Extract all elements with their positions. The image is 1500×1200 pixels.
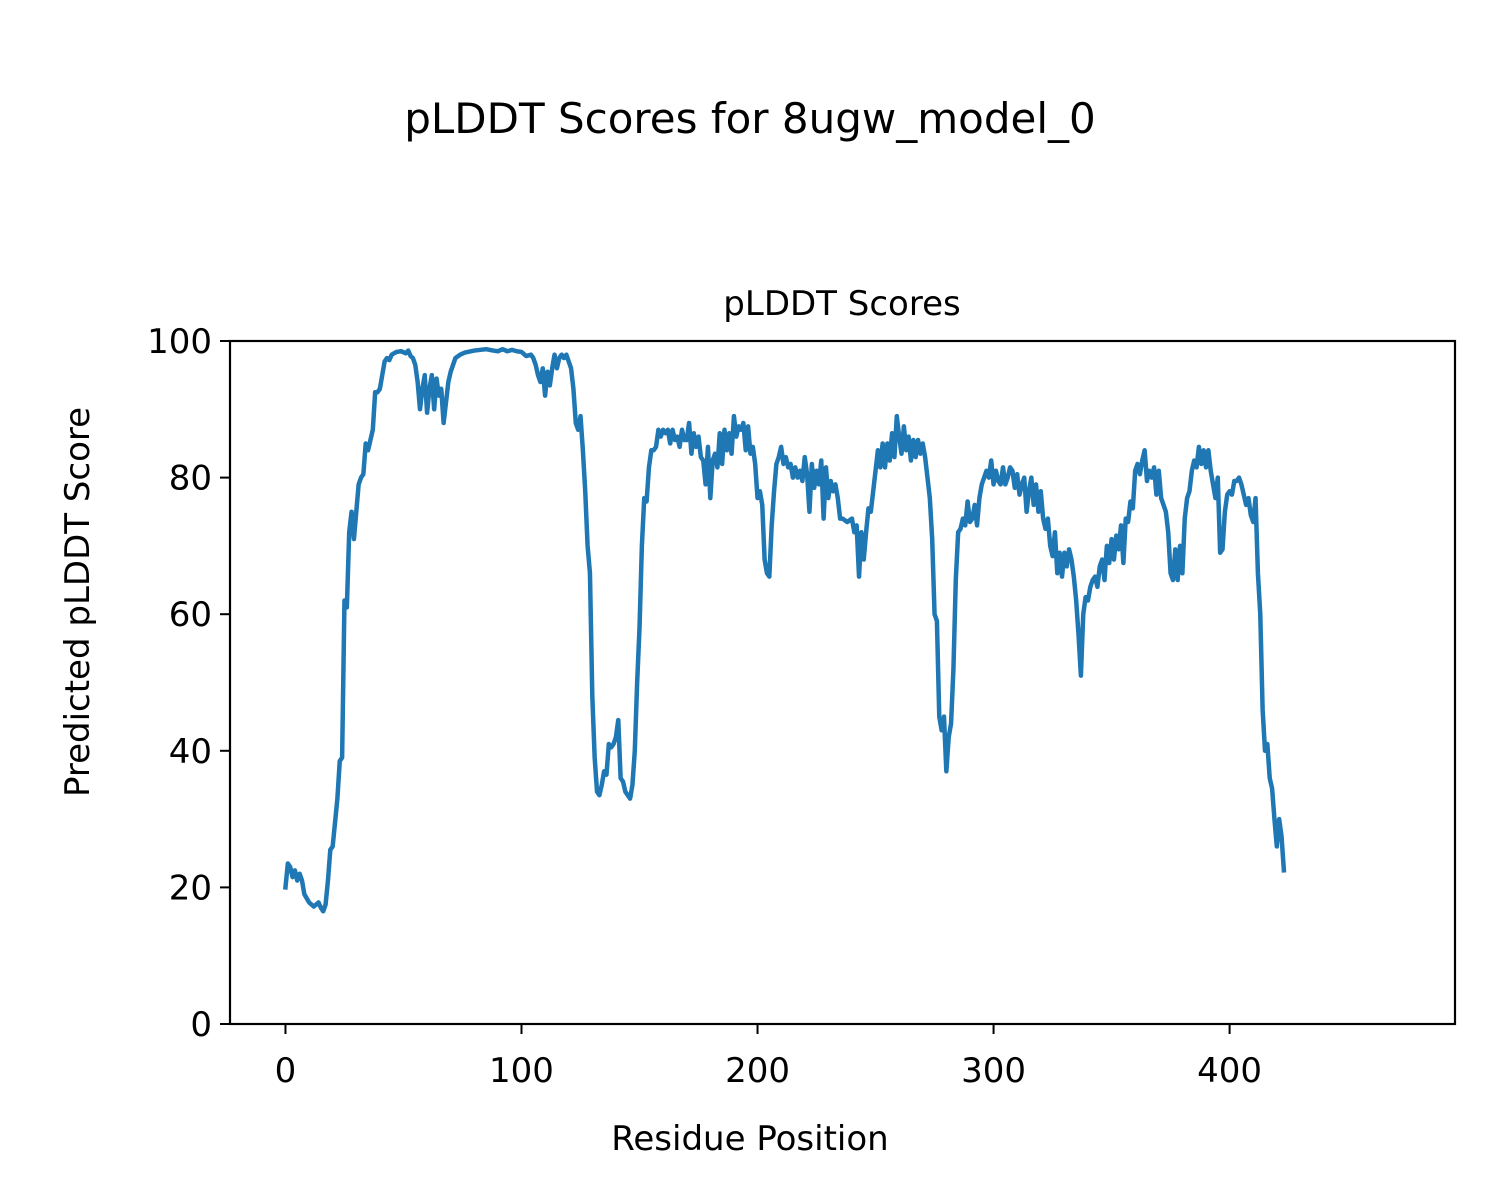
y-axis-label: Predicted pLDDT Score bbox=[58, 407, 98, 797]
y-tick-label: 20 bbox=[169, 868, 212, 908]
x-tick-label: 200 bbox=[725, 1051, 790, 1091]
x-tick-label: 400 bbox=[1197, 1051, 1262, 1091]
series-line-0 bbox=[283, 346, 1287, 914]
y-axis-ticks: 0 20 40 60 80 100 bbox=[147, 322, 230, 1045]
plot-area bbox=[228, 339, 1457, 1026]
y-tick-label: 60 bbox=[169, 595, 212, 635]
chart-title: pLDDT Scores bbox=[723, 284, 960, 324]
figure-title: pLDDT Scores for 8ugw_model_0 bbox=[404, 94, 1096, 143]
x-axis-ticks: 0 100 200 300 400 bbox=[275, 1024, 1262, 1091]
x-tick-label: 300 bbox=[961, 1051, 1026, 1091]
axes-frame bbox=[228, 339, 1457, 1026]
x-tick-label: 100 bbox=[489, 1051, 554, 1091]
y-tick-label: 100 bbox=[147, 322, 212, 362]
x-tick-label: 0 bbox=[275, 1051, 297, 1091]
y-tick-label: 80 bbox=[169, 459, 212, 499]
x-axis-label: Residue Position bbox=[611, 1119, 888, 1159]
series-group bbox=[283, 346, 1287, 914]
y-tick-label: 0 bbox=[190, 1005, 212, 1045]
y-tick-label: 40 bbox=[169, 732, 212, 772]
